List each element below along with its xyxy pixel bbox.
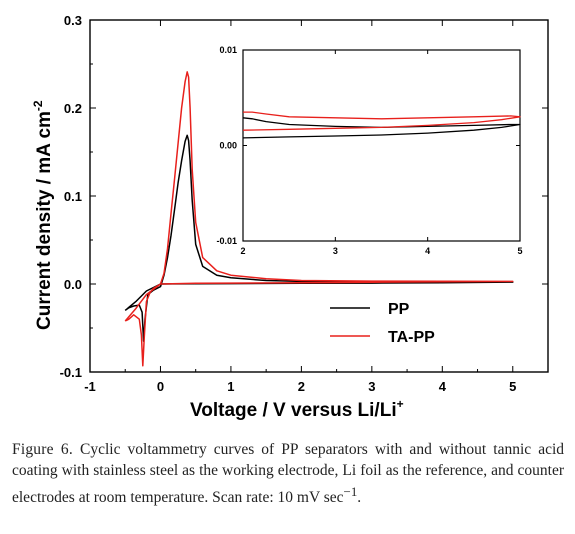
main-y-tick-label: -0.1 [60, 365, 82, 380]
main-x-tick-label: 5 [509, 379, 516, 394]
legend-label-pp: PP [388, 301, 410, 318]
inset-series-group [242, 111, 521, 139]
y-axis-title-text: Current density / mA cm [34, 111, 55, 330]
main-y-tick-label: 0.0 [64, 277, 82, 292]
main-y-tick-label: 0.2 [64, 101, 82, 116]
inset-axis-ticks: 2 3 4 5 -0.01 0.00 0.01 [216, 45, 522, 256]
main-y-tick-label: 0.1 [64, 189, 82, 204]
inset-y-tick-label: -0.01 [216, 236, 237, 246]
inset-x-tick-label: 4 [425, 246, 430, 256]
main-x-tick-label: -1 [84, 379, 96, 394]
inset-x-tick-label: 5 [517, 246, 522, 256]
inset-y-tick-label: 0.01 [219, 45, 237, 55]
x-axis-title-sup: + [397, 397, 404, 411]
main-x-tick-label: 3 [368, 379, 375, 394]
inset-y-tick-label: 0.00 [219, 141, 237, 151]
caption-label: Figure 6. [12, 441, 73, 458]
caption-unit-sup: −1 [343, 484, 358, 499]
y-axis-title-sup: -2 [31, 100, 45, 111]
figure-caption: Figure 6. Cyclic voltammetry curves of P… [12, 439, 564, 508]
inset-x-tick-label: 3 [333, 246, 338, 256]
main-series-group [124, 71, 514, 367]
main-x-tick-label: 1 [227, 379, 234, 394]
main-axis-ticks: -1 0 1 2 3 4 5 -0.1 0.0 0.1 0.2 0.3 [60, 13, 548, 394]
legend-label-ta-pp: TA-PP [388, 329, 435, 346]
main-x-tick-label: 2 [298, 379, 305, 394]
main-x-tick-label: 4 [439, 379, 447, 394]
x-axis-title: Voltage / V versus Li/Li+ [190, 397, 404, 421]
inset-series-line-ta-pp [242, 111, 521, 131]
main-x-tick-label: 0 [157, 379, 164, 394]
x-axis-title-text: Voltage / V versus Li/Li [190, 400, 397, 421]
legend: PP TA-PP [330, 301, 435, 346]
inset-series-line-pp [242, 117, 521, 139]
inset-plot-frame [242, 49, 521, 242]
main-y-tick-label: 0.3 [64, 13, 82, 28]
inset-x-tick-label: 2 [240, 246, 245, 256]
main-series-line-ta-pp [124, 71, 514, 367]
caption-text: Cyclic voltammetry curves of PP separato… [12, 441, 565, 507]
y-axis-title: Current density / mA cm-2 [31, 100, 55, 330]
caption-end: . [357, 489, 362, 507]
